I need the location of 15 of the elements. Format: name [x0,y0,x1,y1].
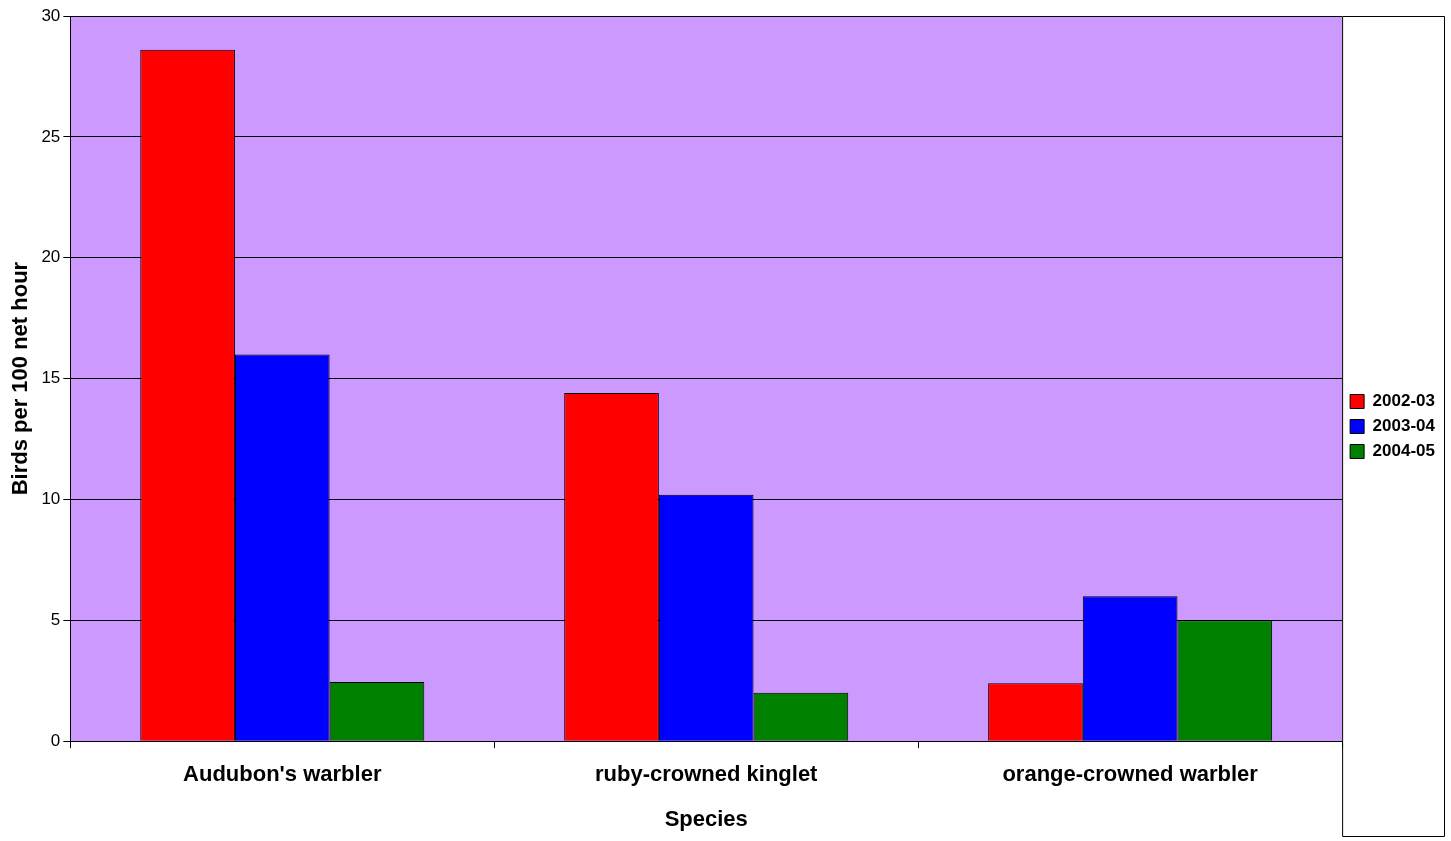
y-axis-title: Birds per 100 net hour [7,261,33,496]
y-tick-label: 25 [41,126,61,146]
x-tick-label: ruby-crowned kinglet [594,761,819,787]
legend-label: 2003-04 [1372,416,1436,436]
y-tick-label: 30 [41,5,61,25]
legend-label: 2002-03 [1372,391,1435,411]
x-tick-label: Audubon's warbler [183,761,382,787]
y-tick-label: 15 [41,368,61,388]
y-tick-label: 0 [50,730,61,750]
y-tick-label: 10 [41,489,61,509]
legend-label: 2004-05 [1372,441,1435,461]
x-axis-title: Species [664,805,748,831]
y-tick-label: 20 [41,247,61,267]
y-tick-label: 5 [50,610,61,630]
x-tick-label: orange-crowned warbler [1002,761,1259,787]
